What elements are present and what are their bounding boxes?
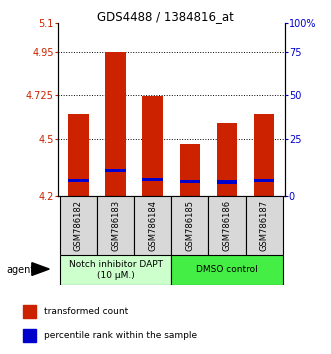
Text: GSM786186: GSM786186 xyxy=(222,200,232,251)
Bar xyxy=(142,178,163,181)
Bar xyxy=(142,96,163,196)
Bar xyxy=(180,179,200,183)
Bar xyxy=(60,196,97,255)
Text: Notch inhibitor DAPT
(10 μM.): Notch inhibitor DAPT (10 μM.) xyxy=(69,260,163,280)
Bar xyxy=(105,169,126,172)
Bar xyxy=(97,196,134,255)
Text: GSM786185: GSM786185 xyxy=(185,200,194,251)
Bar xyxy=(23,304,36,318)
Bar xyxy=(180,144,200,196)
Text: DMSO control: DMSO control xyxy=(196,266,258,274)
Bar xyxy=(60,255,171,285)
Bar xyxy=(105,52,126,196)
Polygon shape xyxy=(32,263,49,275)
Bar xyxy=(217,181,237,184)
Bar xyxy=(254,178,274,182)
Text: agent: agent xyxy=(7,265,35,275)
Bar xyxy=(68,178,89,182)
Bar xyxy=(254,114,274,196)
Text: percentile rank within the sample: percentile rank within the sample xyxy=(44,331,197,340)
Bar xyxy=(23,329,36,342)
Text: GSM786182: GSM786182 xyxy=(74,200,83,251)
Bar xyxy=(246,196,283,255)
Text: GSM786184: GSM786184 xyxy=(148,200,157,251)
Bar xyxy=(217,123,237,196)
Text: transformed count: transformed count xyxy=(44,307,128,316)
Bar xyxy=(68,114,89,196)
Text: GSM786183: GSM786183 xyxy=(111,200,120,251)
Bar xyxy=(134,196,171,255)
Bar xyxy=(171,196,209,255)
Bar xyxy=(171,255,283,285)
Text: GSM786187: GSM786187 xyxy=(260,200,269,251)
Bar xyxy=(209,196,246,255)
Text: GDS4488 / 1384816_at: GDS4488 / 1384816_at xyxy=(97,10,234,23)
